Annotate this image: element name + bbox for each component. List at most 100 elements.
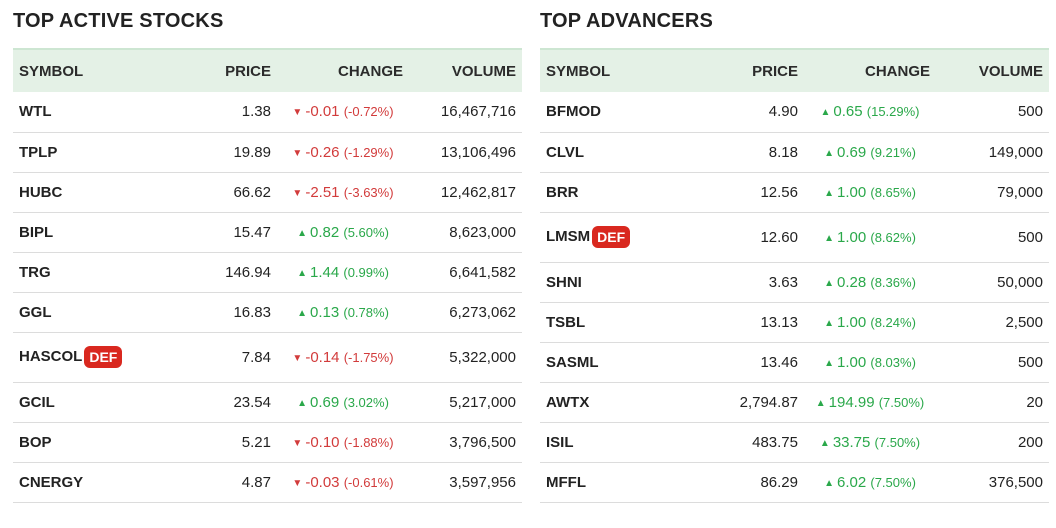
symbol-cell: HUBC — [13, 172, 115, 213]
change-value: ▼ -0.14 (-1.75%) — [292, 349, 393, 366]
volume-cell: 500 — [936, 212, 1049, 263]
col-header-symbol[interactable]: SYMBOL — [19, 62, 84, 80]
table-row[interactable]: WTL 1.38 ▼ -0.01 (-0.72%) 16,467,716 — [13, 92, 522, 133]
price-cell: 146.94 — [115, 252, 277, 293]
stock-symbol-link[interactable]: HASCOL — [19, 347, 83, 365]
table-row[interactable]: LMSM DEF 12.60 ▲ 1.00 (8.62%) 500 — [540, 212, 1049, 263]
table-row[interactable]: TRG 146.94 ▲ 1.44 (0.99%) 6,641,582 — [13, 252, 522, 293]
stock-symbol-link[interactable]: MFFL — [546, 473, 586, 491]
change-value: ▲ 33.75 (7.50%) — [820, 434, 920, 451]
triangle-up-icon: ▲ — [824, 187, 834, 199]
table-row[interactable]: AWTX 2,794.87 ▲ 194.99 (7.50%) 20 — [540, 382, 1049, 423]
triangle-down-icon: ▼ — [292, 437, 303, 449]
table-body: BFMOD 4.90 ▲ 0.65 (15.29%) 500 CLVL 8.18 ▲ 0.69 … — [540, 92, 1049, 503]
col-header-volume[interactable]: VOLUME — [451, 62, 516, 80]
change-cell: ▲ 0.28 (8.36%) — [804, 262, 936, 303]
change-percent: (8.36%) — [870, 274, 916, 290]
change-amount: 0.65 — [833, 103, 863, 121]
change-percent: (8.65%) — [870, 184, 916, 200]
symbol-cell: TSBL — [540, 302, 642, 343]
table-row[interactable]: SASML 13.46 ▲ 1.00 (8.03%) 500 — [540, 342, 1049, 383]
change-amount: 1.00 — [837, 228, 867, 246]
stock-symbol-link[interactable]: TSBL — [546, 313, 586, 331]
change-amount: -0.01 — [305, 103, 340, 121]
top-active-stocks-panel: TOP ACTIVE STOCKS SYMBOL PRICE CHANGE VO… — [13, 0, 522, 503]
table-row[interactable]: BIPL 15.47 ▲ 0.82 (5.60%) 8,623,000 — [13, 212, 522, 253]
symbol-cell: BFMOD — [540, 92, 642, 133]
col-header-symbol[interactable]: SYMBOL — [546, 62, 611, 80]
stock-symbol-link[interactable]: CLVL — [546, 143, 585, 161]
change-percent: (-0.61%) — [343, 474, 394, 490]
change-value: ▲ 0.13 (0.78%) — [297, 304, 389, 321]
stock-symbol-link[interactable]: BRR — [546, 183, 579, 201]
table-row[interactable]: GGL 16.83 ▲ 0.13 (0.78%) 6,273,062 — [13, 292, 522, 333]
stock-symbol-link[interactable]: SHNI — [546, 273, 582, 291]
stock-symbol-link[interactable]: BFMOD — [546, 103, 601, 121]
stock-symbol-link[interactable]: LMSM — [546, 227, 591, 245]
table-row[interactable]: HUBC 66.62 ▼ -2.51 (-3.63%) 12,462,817 — [13, 172, 522, 213]
change-value: ▼ -2.51 (-3.63%) — [292, 184, 393, 201]
stock-symbol-link[interactable]: ISIL — [546, 433, 574, 451]
def-badge: DEF — [592, 226, 631, 248]
change-cell: ▲ 0.69 (3.02%) — [277, 382, 409, 423]
table-row[interactable]: MFFL 86.29 ▲ 6.02 (7.50%) 376,500 — [540, 462, 1049, 503]
change-amount: 1.44 — [310, 263, 340, 281]
col-header-volume[interactable]: VOLUME — [978, 62, 1043, 80]
table-row[interactable]: CNERGY 4.87 ▼ -0.03 (-0.61%) 3,597,956 — [13, 462, 522, 503]
triangle-up-icon: ▲ — [297, 267, 307, 279]
stock-symbol-link[interactable]: BIPL — [19, 223, 54, 241]
stock-symbol-link[interactable]: TRG — [19, 263, 51, 281]
change-cell: ▼ -0.01 (-0.72%) — [277, 92, 409, 133]
change-value: ▼ -0.01 (-0.72%) — [292, 103, 393, 120]
volume-cell: 50,000 — [936, 262, 1049, 303]
change-value: ▲ 194.99 (7.50%) — [816, 394, 925, 411]
price-cell: 5.21 — [115, 422, 277, 463]
col-header-price[interactable]: PRICE — [225, 62, 271, 80]
stock-symbol-link[interactable]: HUBC — [19, 183, 63, 201]
volume-cell: 6,273,062 — [409, 292, 522, 333]
stock-symbol-link[interactable]: GCIL — [19, 393, 55, 411]
table-row[interactable]: BFMOD 4.90 ▲ 0.65 (15.29%) 500 — [540, 92, 1049, 133]
price-cell: 12.56 — [642, 172, 804, 213]
col-header-price[interactable]: PRICE — [752, 62, 798, 80]
table-row[interactable]: TPLP 19.89 ▼ -0.26 (-1.29%) 13,106,496 — [13, 132, 522, 173]
change-value: ▲ 1.44 (0.99%) — [297, 264, 389, 281]
change-percent: (-3.63%) — [343, 184, 394, 200]
stock-symbol-link[interactable]: WTL — [19, 103, 52, 121]
volume-cell: 200 — [936, 422, 1049, 463]
change-percent: (3.02%) — [343, 394, 389, 410]
table-row[interactable]: BRR 12.56 ▲ 1.00 (8.65%) 79,000 — [540, 172, 1049, 213]
change-amount: 0.28 — [837, 273, 867, 291]
price-cell: 15.47 — [115, 212, 277, 253]
stock-symbol-link[interactable]: TPLP — [19, 143, 58, 161]
symbol-cell: BOP — [13, 422, 115, 463]
table-row[interactable]: SHNI 3.63 ▲ 0.28 (8.36%) 50,000 — [540, 262, 1049, 303]
symbol-cell: GGL — [13, 292, 115, 333]
stock-symbol-link[interactable]: BOP — [19, 433, 52, 451]
top-advancers-panel: TOP ADVANCERS SYMBOL PRICE CHANGE VOLUME… — [540, 0, 1049, 503]
price-cell: 2,794.87 — [642, 382, 804, 423]
change-value: ▲ 0.65 (15.29%) — [820, 103, 919, 120]
stock-symbol-link[interactable]: SASML — [546, 353, 599, 371]
table-row[interactable]: CLVL 8.18 ▲ 0.69 (9.21%) 149,000 — [540, 132, 1049, 173]
table-row[interactable]: BOP 5.21 ▼ -0.10 (-1.88%) 3,796,500 — [13, 422, 522, 463]
col-header-change[interactable]: CHANGE — [337, 62, 403, 80]
table-row[interactable]: GCIL 23.54 ▲ 0.69 (3.02%) 5,217,000 — [13, 382, 522, 423]
table-row[interactable]: TSBL 13.13 ▲ 1.00 (8.24%) 2,500 — [540, 302, 1049, 343]
symbol-cell: ISIL — [540, 422, 642, 463]
stock-symbol-link[interactable]: CNERGY — [19, 473, 84, 491]
change-cell: ▲ 0.65 (15.29%) — [804, 92, 936, 133]
change-value: ▼ -0.26 (-1.29%) — [292, 144, 393, 161]
table-row[interactable]: ISIL 483.75 ▲ 33.75 (7.50%) 200 — [540, 422, 1049, 463]
table-row[interactable]: HASCOL DEF 7.84 ▼ -0.14 (-1.75%) 5,322,000 — [13, 332, 522, 383]
symbol-cell: CLVL — [540, 132, 642, 173]
triangle-up-icon: ▲ — [297, 397, 307, 409]
stock-symbol-link[interactable]: GGL — [19, 303, 52, 321]
def-badge: DEF — [84, 346, 123, 368]
change-amount: 6.02 — [837, 473, 867, 491]
volume-cell: 500 — [936, 342, 1049, 383]
stock-symbol-link[interactable]: AWTX — [546, 393, 590, 411]
symbol-cell: BIPL — [13, 212, 115, 253]
col-header-change[interactable]: CHANGE — [864, 62, 930, 80]
triangle-up-icon: ▲ — [297, 227, 307, 239]
